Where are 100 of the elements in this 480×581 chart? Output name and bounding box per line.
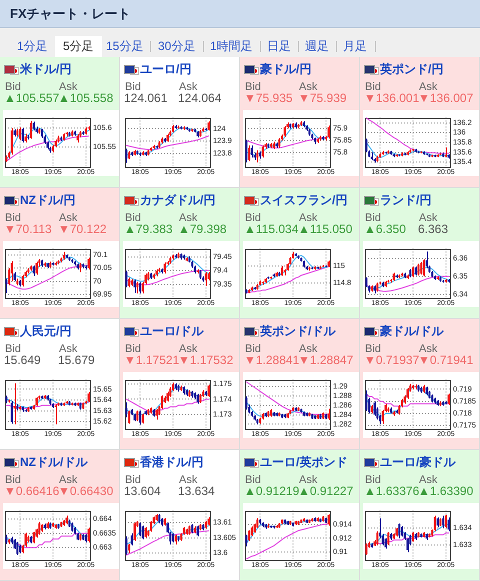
chart-title: 人民元/円	[20, 324, 72, 339]
text: Bid	[365, 212, 381, 224]
text: Bid	[365, 343, 381, 356]
candlestick	[284, 125, 286, 138]
candlestick	[248, 144, 250, 162]
text: Ask	[419, 212, 438, 224]
candlestick	[139, 522, 142, 537]
candlestick	[22, 128, 24, 144]
text: Ask	[299, 212, 318, 224]
text: Ask	[59, 343, 78, 356]
text: ▲1.63390	[418, 484, 474, 498]
text: ▼1.17521	[124, 353, 180, 367]
candlestick	[199, 393, 202, 404]
text: FXチャート・レート	[10, 5, 131, 22]
text: Ask	[59, 474, 78, 486]
text: Bid	[245, 474, 261, 486]
text: Ask	[59, 81, 78, 94]
candlestick	[16, 541, 18, 556]
candlestick	[54, 404, 57, 425]
text: 週足	[305, 38, 329, 55]
candlestick	[365, 138, 368, 153]
candlestick	[448, 393, 450, 406]
text: Ask	[299, 343, 318, 356]
text: ▼136.001	[364, 91, 420, 105]
candlestick	[436, 516, 439, 528]
text: ▲79.398	[178, 222, 227, 236]
candlestick	[128, 277, 130, 288]
text: Bid	[245, 81, 261, 94]
candlestick	[144, 526, 147, 538]
candlestick	[5, 278, 8, 294]
candlestick	[412, 266, 414, 278]
text: ▼0.66430	[58, 484, 114, 498]
text: ▼70.113	[4, 222, 52, 236]
candlestick	[130, 532, 133, 546]
candlestick	[136, 281, 138, 294]
candlestick	[10, 128, 13, 156]
text: Ask	[419, 81, 438, 94]
text: 124.064	[178, 91, 222, 105]
candlestick	[125, 270, 128, 288]
candlestick	[30, 120, 32, 140]
text: ▼0.71941	[418, 353, 474, 367]
candlestick	[174, 534, 177, 545]
chart-title: ランド/円	[380, 193, 432, 208]
candlestick	[365, 542, 368, 556]
text: ▲115.050	[298, 222, 352, 236]
text: 30分足	[158, 38, 196, 55]
candlestick	[328, 125, 330, 140]
text: ▼75.939	[298, 91, 347, 105]
chart-title: ユーロ/円	[140, 62, 192, 77]
candlestick	[444, 146, 447, 158]
candlestick	[156, 408, 158, 420]
text: ▲0.91219	[244, 484, 300, 498]
text: 1時間足	[210, 38, 253, 55]
text: ▼0.71937	[364, 353, 420, 367]
chart-title: 英ポンド/ドル	[260, 324, 336, 339]
text: Bid	[245, 343, 261, 356]
text: Bid	[125, 343, 141, 356]
candlestick	[88, 257, 90, 270]
candlestick	[125, 536, 128, 556]
candlestick	[166, 391, 169, 402]
candlestick	[128, 543, 130, 554]
candlestick	[36, 261, 38, 276]
text: Ask	[179, 212, 198, 224]
text: ▼1.28847	[298, 353, 354, 367]
candlestick	[245, 139, 248, 163]
candlestick	[14, 382, 16, 425]
text: ▲115.034	[244, 222, 298, 236]
candlestick	[328, 514, 330, 526]
text: ▼1.28841	[244, 353, 300, 367]
text: Bid	[125, 474, 141, 486]
candlestick	[245, 534, 248, 547]
candlestick	[256, 518, 258, 528]
chart-title: ユーロ/豪ドル	[380, 455, 456, 470]
chart-title: 豪ドル/円	[260, 62, 312, 77]
candlestick	[14, 272, 16, 282]
text: Ask	[419, 474, 438, 486]
text: Ask	[299, 81, 318, 94]
text: Bid	[365, 474, 381, 486]
candlestick	[262, 144, 264, 158]
candlestick	[125, 402, 128, 418]
text: ▲0.91227	[298, 484, 354, 498]
chart-title: NZドル/ドル	[20, 455, 88, 470]
text: ▼136.007	[418, 91, 474, 105]
text: Ask	[179, 474, 198, 486]
candlestick	[384, 538, 387, 550]
candlestick	[365, 390, 368, 412]
text: Bid	[245, 212, 261, 224]
text: Bid	[5, 343, 21, 356]
text: ▲105.558	[58, 91, 114, 105]
text: 15分足	[106, 38, 144, 55]
candlestick	[88, 391, 90, 403]
text: Bid	[365, 81, 381, 94]
candlestick	[248, 530, 250, 542]
candlestick	[442, 515, 444, 528]
candlestick	[245, 396, 248, 410]
text: Bid	[5, 212, 21, 224]
text: ▼70.122	[58, 222, 107, 236]
candlestick	[172, 532, 174, 543]
candlestick	[280, 265, 284, 276]
candlestick	[169, 386, 172, 398]
